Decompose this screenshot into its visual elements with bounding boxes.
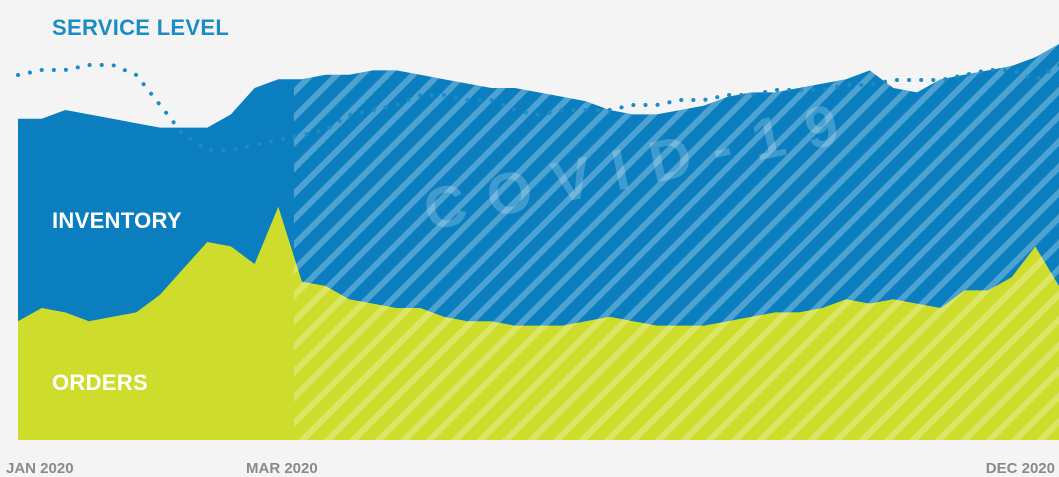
covid-band (293, 44, 1059, 440)
covid-hatch (293, 44, 1059, 440)
x-tick-label: MAR 2020 (246, 460, 318, 477)
x-tick-label: DEC 2020 (985, 460, 1055, 477)
x-tick-label: JAN 2020 (6, 460, 74, 477)
legend-service-level: SERVICE LEVEL (52, 15, 230, 40)
service-level-line (16, 63, 1059, 152)
legend-inventory: INVENTORY (52, 208, 182, 233)
legend-orders: ORDERS (52, 370, 148, 395)
service-level-series (16, 63, 1059, 152)
